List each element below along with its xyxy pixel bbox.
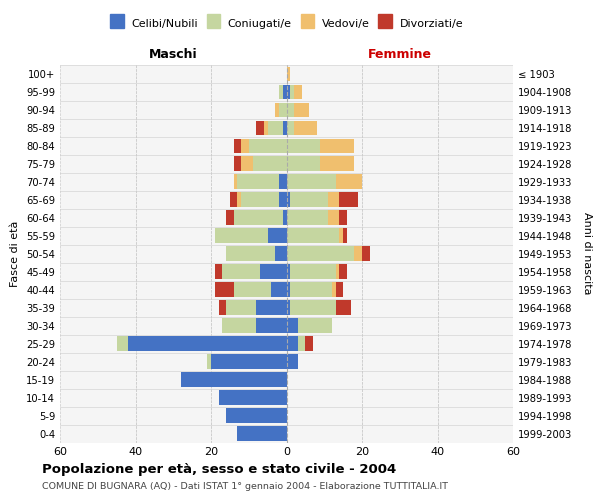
Bar <box>290 84 294 100</box>
Bar <box>332 282 335 297</box>
Bar <box>294 102 309 118</box>
Bar <box>340 264 347 279</box>
Bar <box>253 156 287 171</box>
Bar <box>233 174 238 189</box>
Bar <box>298 336 305 351</box>
Bar <box>287 174 335 189</box>
Bar <box>320 156 355 171</box>
Bar <box>116 336 128 351</box>
Bar <box>287 138 320 154</box>
Bar <box>233 210 283 225</box>
Bar <box>287 246 355 261</box>
Bar <box>287 336 298 351</box>
Text: COMUNE DI BUGNARA (AQ) - Dati ISTAT 1° gennaio 2004 - Elaborazione TUTTITALIA.IT: COMUNE DI BUGNARA (AQ) - Dati ISTAT 1° g… <box>42 482 448 491</box>
Bar <box>335 300 350 315</box>
Bar <box>287 156 320 171</box>
Bar <box>256 318 287 333</box>
Bar <box>233 138 241 154</box>
Bar <box>362 246 370 261</box>
Bar <box>223 318 256 333</box>
Bar <box>275 246 287 261</box>
Bar <box>279 102 287 118</box>
Bar <box>335 264 340 279</box>
Bar <box>340 192 358 207</box>
Legend: Celibi/Nubili, Coniugati/e, Vedovi/e, Divorziati/e: Celibi/Nubili, Coniugati/e, Vedovi/e, Di… <box>106 14 467 34</box>
Bar <box>233 282 271 297</box>
Text: Femmine: Femmine <box>368 48 432 62</box>
Bar <box>215 282 233 297</box>
Bar <box>181 372 287 387</box>
Bar <box>226 408 287 423</box>
Bar <box>256 120 264 136</box>
Text: Maschi: Maschi <box>149 48 197 62</box>
Bar <box>249 138 287 154</box>
Bar <box>283 84 287 100</box>
Bar <box>233 156 241 171</box>
Bar <box>256 300 287 315</box>
Bar <box>271 282 287 297</box>
Bar <box>320 138 355 154</box>
Bar <box>287 210 328 225</box>
Bar <box>279 192 287 207</box>
Bar <box>223 264 260 279</box>
Bar <box>226 210 233 225</box>
Bar <box>294 120 317 136</box>
Bar <box>275 102 279 118</box>
Bar <box>287 84 290 100</box>
Bar <box>287 318 298 333</box>
Bar <box>287 120 294 136</box>
Bar <box>226 246 275 261</box>
Bar <box>340 228 343 243</box>
Bar <box>343 228 347 243</box>
Bar <box>241 156 253 171</box>
Bar <box>283 210 287 225</box>
Bar <box>211 354 287 369</box>
Bar <box>238 192 241 207</box>
Bar <box>268 120 283 136</box>
Bar <box>218 300 226 315</box>
Bar <box>268 228 287 243</box>
Bar <box>328 192 340 207</box>
Bar <box>238 174 279 189</box>
Bar <box>128 336 287 351</box>
Bar <box>340 210 347 225</box>
Bar <box>215 264 223 279</box>
Bar <box>260 264 287 279</box>
Bar <box>287 354 298 369</box>
Bar <box>287 66 290 82</box>
Bar <box>305 336 313 351</box>
Bar <box>290 264 335 279</box>
Bar <box>207 354 211 369</box>
Bar <box>215 228 268 243</box>
Bar <box>287 192 290 207</box>
Bar <box>279 84 283 100</box>
Bar <box>287 228 340 243</box>
Bar <box>218 390 287 405</box>
Bar <box>290 282 332 297</box>
Bar <box>287 102 294 118</box>
Bar <box>328 210 340 225</box>
Bar <box>294 84 302 100</box>
Y-axis label: Anni di nascita: Anni di nascita <box>582 212 592 295</box>
Bar <box>230 192 238 207</box>
Bar <box>279 174 287 189</box>
Bar <box>241 138 249 154</box>
Bar <box>287 264 290 279</box>
Bar <box>298 318 332 333</box>
Bar <box>226 300 256 315</box>
Bar <box>287 282 290 297</box>
Bar <box>283 120 287 136</box>
Bar <box>238 426 287 441</box>
Bar <box>335 282 343 297</box>
Text: Popolazione per età, sesso e stato civile - 2004: Popolazione per età, sesso e stato civil… <box>42 462 396 475</box>
Bar <box>355 246 362 261</box>
Bar <box>287 300 290 315</box>
Bar <box>335 174 362 189</box>
Y-axis label: Fasce di età: Fasce di età <box>10 220 20 287</box>
Bar <box>290 300 335 315</box>
Bar <box>290 192 328 207</box>
Bar <box>241 192 279 207</box>
Bar <box>264 120 268 136</box>
